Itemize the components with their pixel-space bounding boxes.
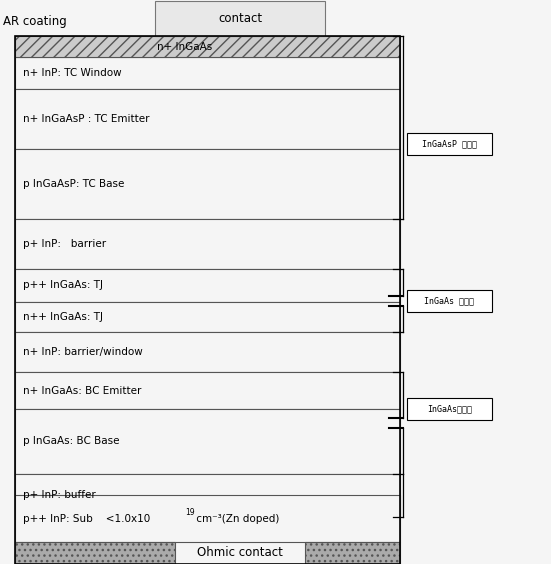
Text: n+ InP: barrier/window: n+ InP: barrier/window <box>23 347 143 357</box>
Text: p+ InP:   barrier: p+ InP: barrier <box>23 239 106 249</box>
Bar <box>155 1 325 36</box>
Bar <box>15 409 400 474</box>
Bar <box>407 398 492 420</box>
Text: n+ InGaAs: BC Emitter: n+ InGaAs: BC Emitter <box>23 386 142 395</box>
Bar <box>15 269 400 302</box>
Text: p InGaAs: BC Base: p InGaAs: BC Base <box>23 437 120 447</box>
Bar <box>15 57 400 89</box>
Bar <box>15 302 400 332</box>
Text: n++ InGaAs: TJ: n++ InGaAs: TJ <box>23 312 103 322</box>
Bar <box>15 219 400 269</box>
Bar <box>15 372 400 409</box>
Bar <box>15 149 400 219</box>
Text: cm⁻³(Zn doped): cm⁻³(Zn doped) <box>193 513 279 523</box>
Text: n+ InGaAs: n+ InGaAs <box>158 42 213 51</box>
Text: Ohmic contact: Ohmic contact <box>197 547 283 559</box>
Text: p InGaAsP: TC Base: p InGaAsP: TC Base <box>23 179 125 189</box>
Bar <box>305 542 400 564</box>
Bar <box>15 332 400 372</box>
Text: 19: 19 <box>185 508 195 517</box>
Bar <box>407 133 492 155</box>
Bar <box>15 542 175 564</box>
Text: contact: contact <box>218 12 262 25</box>
Bar <box>15 474 400 517</box>
Text: InGaAs底电池: InGaAs底电池 <box>427 404 472 413</box>
Bar <box>15 36 400 57</box>
Bar <box>15 89 400 149</box>
Text: n+ InGaAsP : TC Emitter: n+ InGaAsP : TC Emitter <box>23 114 149 124</box>
Bar <box>15 495 400 542</box>
Text: p+ InP: buffer: p+ InP: buffer <box>23 491 96 500</box>
Text: p++ InGaAs: TJ: p++ InGaAs: TJ <box>23 280 103 290</box>
Text: p++ InP: Sub    <1.0x10: p++ InP: Sub <1.0x10 <box>23 513 150 523</box>
Text: n+ InP: TC Window: n+ InP: TC Window <box>23 68 122 78</box>
Bar <box>15 36 400 564</box>
Text: InGaAsP 顶电池: InGaAsP 顶电池 <box>422 139 477 148</box>
Bar <box>407 290 492 312</box>
Text: InGaAs 隔道结: InGaAs 隔道结 <box>424 297 474 306</box>
Text: AR coating: AR coating <box>3 15 67 28</box>
